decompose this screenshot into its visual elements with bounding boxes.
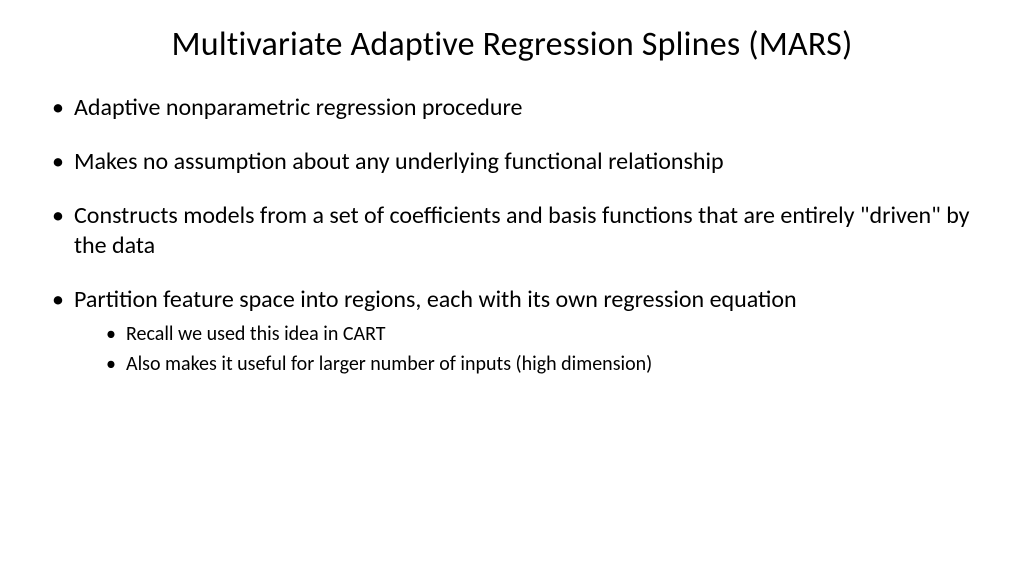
sub-bullet-text: Recall we used this idea in CART bbox=[126, 322, 386, 346]
main-bullet: Makes no assumption about any underlying… bbox=[48, 147, 984, 177]
sub-bullet-text: Also makes it useful for larger number o… bbox=[126, 352, 652, 376]
bullet-list: Adaptive nonparametric regression proced… bbox=[40, 93, 984, 377]
bullet-text: Constructs models from a set of coeffici… bbox=[74, 201, 970, 260]
main-bullet: Adaptive nonparametric regression proced… bbox=[48, 93, 984, 123]
sub-bullet-list: Recall we used this idea in CART Also ma… bbox=[74, 321, 984, 377]
main-bullet: Constructs models from a set of coeffici… bbox=[48, 201, 984, 261]
sub-bullet: Also makes it useful for larger number o… bbox=[104, 351, 984, 377]
bullet-text: Adaptive nonparametric regression proced… bbox=[74, 93, 522, 122]
slide-title: Multivariate Adaptive Regression Splines… bbox=[40, 24, 984, 65]
bullet-text: Makes no assumption about any underlying… bbox=[74, 147, 724, 176]
main-bullet: Partition feature space into regions, ea… bbox=[48, 285, 984, 377]
bullet-text: Partition feature space into regions, ea… bbox=[74, 285, 797, 314]
sub-bullet: Recall we used this idea in CART bbox=[104, 321, 984, 347]
